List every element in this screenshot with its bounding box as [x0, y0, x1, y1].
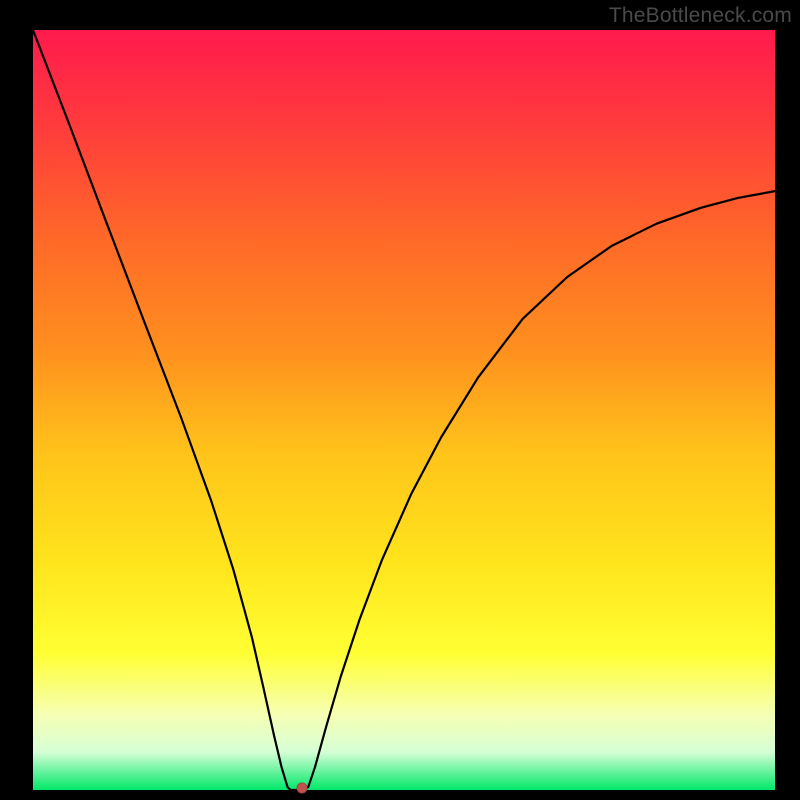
- curve-path: [33, 30, 775, 790]
- watermark-text: TheBottleneck.com: [609, 4, 792, 28]
- chart-plot-area: [33, 30, 775, 790]
- image-container: TheBottleneck.com: [0, 0, 800, 800]
- bottleneck-curve: [33, 30, 775, 790]
- minimum-point-marker: [297, 782, 308, 793]
